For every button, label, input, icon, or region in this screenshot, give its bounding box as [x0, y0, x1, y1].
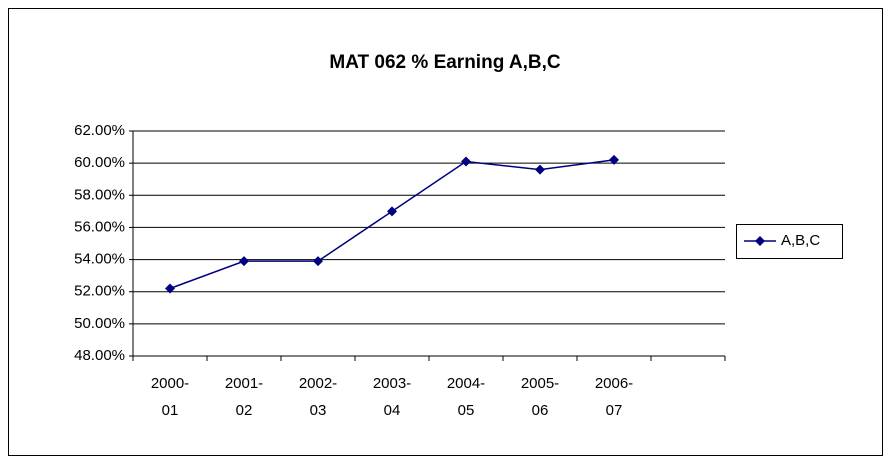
- x-tick-label: 2000-01: [151, 375, 189, 419]
- y-tick-label: 60.00%: [74, 154, 125, 171]
- x-tick-label: 2006-07: [595, 375, 633, 419]
- x-tick-label: 2003-04: [373, 375, 411, 419]
- x-tick-label: 2002-03: [299, 375, 337, 419]
- x-tick-label: 2004-05: [447, 375, 485, 419]
- marker: [535, 164, 545, 175]
- y-tick-label: 62.00%: [74, 122, 125, 139]
- chart-title: MAT 062 % Earning A,B,C: [329, 52, 560, 73]
- marker: [239, 256, 249, 267]
- marker: [461, 156, 471, 167]
- y-tick-label: 56.00%: [74, 218, 125, 235]
- legend-label: A,B,C: [781, 232, 820, 249]
- marker: [313, 256, 323, 267]
- marker: [609, 154, 619, 165]
- y-tick-label: 50.00%: [74, 315, 125, 332]
- y-tick-label: 52.00%: [74, 283, 125, 300]
- x-tick-label: 2001-02: [225, 375, 263, 419]
- legend-marker: [755, 236, 765, 246]
- x-tick-label: 2005-06: [521, 375, 559, 419]
- y-tick-label: 58.00%: [74, 186, 125, 203]
- y-tick-label: 54.00%: [74, 251, 125, 268]
- y-tick-label: 48.00%: [74, 347, 125, 364]
- marker: [165, 283, 175, 294]
- marker: [387, 206, 397, 217]
